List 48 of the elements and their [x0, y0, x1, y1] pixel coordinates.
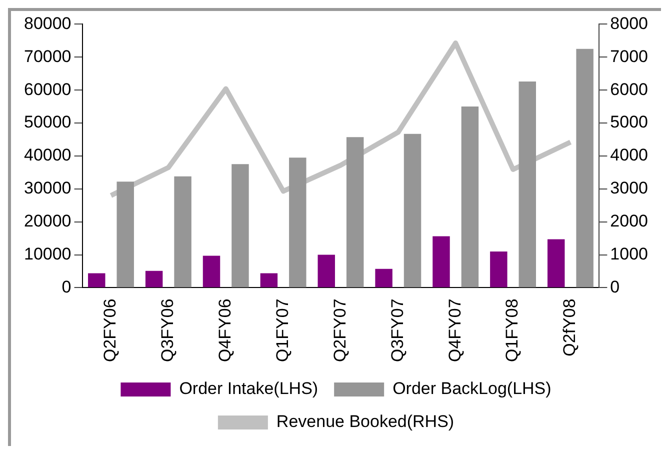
y2-tick-label: 1000: [610, 244, 648, 264]
bar: [518, 82, 536, 288]
x-tick-label: Q4FY07: [445, 298, 464, 362]
y-tick-label: 10000: [24, 244, 72, 264]
bar: [432, 236, 450, 288]
bar: [404, 134, 422, 288]
x-tick-label: Q4FY06: [216, 298, 235, 362]
bar: [318, 254, 335, 288]
y-tick-label: 70000: [24, 46, 72, 66]
legend-label: Order Intake(LHS): [179, 379, 318, 398]
bar: [346, 137, 364, 288]
bar: [289, 158, 306, 288]
y2-tick-label: 0: [610, 277, 620, 296]
bar: [174, 176, 192, 288]
y2-tick-label: 8000: [610, 14, 648, 33]
y2-tick-label: 7000: [610, 46, 648, 66]
bar: [232, 164, 249, 288]
x-tick-label: Q2FY06: [100, 298, 120, 362]
y-tick-label: 50000: [24, 112, 72, 132]
x-tick-label: Q3FY06: [158, 298, 178, 362]
bar: [260, 273, 278, 288]
y2-tick-label: 5000: [610, 112, 648, 132]
legend-label: Revenue Booked(RHS): [276, 412, 454, 432]
y-tick-label: 20000: [24, 212, 72, 231]
bar: [202, 256, 220, 288]
bar: [490, 251, 508, 288]
y2-tick-label: 2000: [610, 212, 648, 231]
bar: [375, 268, 392, 288]
y2-tick-label: 4000: [610, 146, 648, 165]
x-tick-label: Q2FY07: [330, 298, 350, 362]
legend-label: Order BackLog(LHS): [392, 379, 552, 398]
y-tick-label: 40000: [24, 146, 72, 165]
bar: [116, 182, 134, 288]
y-tick-label: 0: [62, 277, 72, 296]
bar: [145, 270, 163, 288]
y-tick-label: 80000: [24, 14, 72, 33]
bar: [88, 273, 106, 288]
y-tick-label: 30000: [24, 178, 72, 198]
x-tick-label: Q2fY08: [560, 298, 580, 356]
bar: [576, 48, 594, 288]
x-tick-label: Q3FY07: [388, 298, 407, 362]
x-tick-label: Q1FY08: [502, 298, 522, 362]
y2-tick-label: 3000: [610, 178, 648, 198]
bar: [461, 106, 479, 288]
y-tick-label: 60000: [24, 80, 72, 99]
x-tick-label: Q1FY07: [272, 298, 292, 362]
y2-tick-label: 6000: [610, 80, 648, 99]
bar: [547, 239, 565, 288]
